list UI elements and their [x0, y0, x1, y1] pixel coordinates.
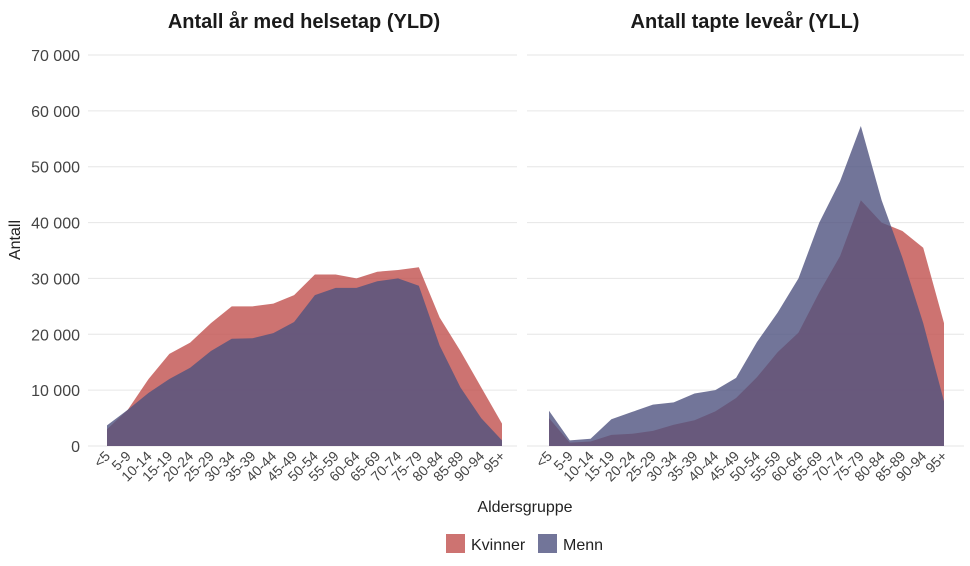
y-tick-label: 60 000	[31, 104, 80, 121]
y-axis-label: Antall	[7, 220, 24, 260]
y-tick-label: 10 000	[31, 383, 80, 400]
y-tick-label: 50 000	[31, 160, 80, 177]
area-menn-panel-1	[549, 125, 944, 446]
x-tick-label: 95+	[480, 448, 508, 476]
legend-label-menn: Menn	[563, 537, 603, 554]
x-axis-label: Aldersgruppe	[477, 499, 572, 516]
y-tick-label: 30 000	[31, 271, 80, 288]
x-tick-label: 95+	[922, 448, 950, 476]
y-tick-label: 40 000	[31, 216, 80, 233]
y-tick-label: 70 000	[31, 48, 80, 65]
area-series-layer	[107, 125, 944, 446]
y-tick-labels: 0 10 000 20 000 30 000 40 000 50 000 60 000 70 …	[31, 48, 80, 456]
legend-label-kvinner: Kvinner	[471, 537, 526, 554]
area-menn-panel-0	[107, 278, 502, 446]
y-tick-label: 20 000	[31, 327, 80, 344]
legend-swatch-kvinner	[446, 534, 465, 553]
x-tick-labels: <55-910-1415-1920-2425-2930-3435-3940-44…	[91, 448, 951, 485]
legend: Kvinner Menn	[446, 534, 603, 554]
panel-title-yll: Antall tapte leveår (YLL)	[631, 10, 860, 33]
y-tick-label: 0	[71, 439, 80, 456]
panel-title-yld: Antall år med helsetap (YLD)	[168, 10, 440, 33]
x-tick-label: <5	[533, 448, 556, 471]
legend-swatch-menn	[538, 534, 557, 553]
x-tick-label: <5	[91, 448, 114, 471]
